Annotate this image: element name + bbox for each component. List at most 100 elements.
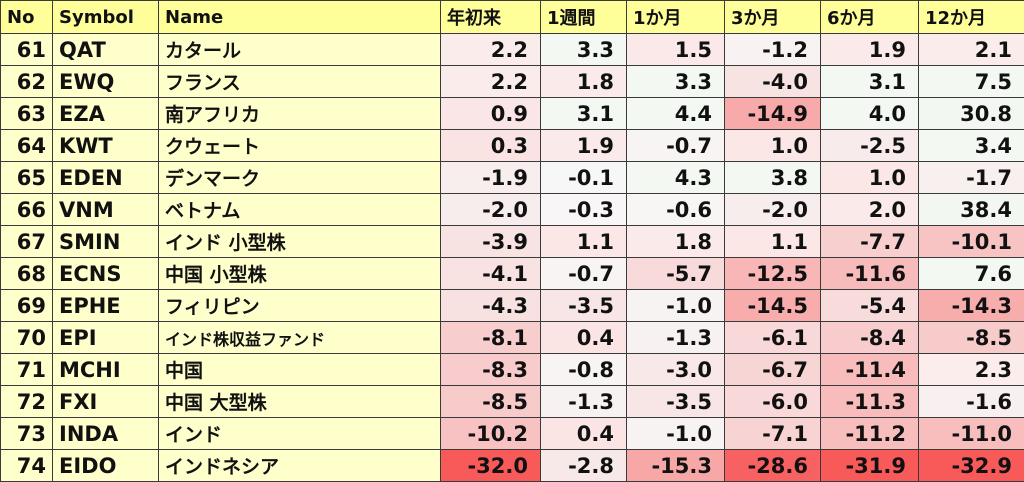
value-cell: -28.6 — [725, 450, 821, 482]
value-cell: -0.3 — [541, 194, 627, 226]
value-cell: -5.4 — [821, 290, 919, 322]
value-cell: -2.5 — [821, 130, 919, 162]
value-cell: 1.9 — [541, 130, 627, 162]
value-cell: 3.3 — [541, 34, 627, 66]
value-cell: -1.6 — [919, 386, 1024, 418]
value-cell: -2.0 — [725, 194, 821, 226]
value-cell: -6.0 — [725, 386, 821, 418]
value-cell: -32.0 — [441, 450, 541, 482]
value-cell: -2.8 — [541, 450, 627, 482]
value-cell: -8.5 — [919, 322, 1024, 354]
column-header: Symbol — [53, 1, 159, 34]
symbol-cell: MCHI — [53, 354, 159, 386]
value-cell: 3.3 — [627, 66, 725, 98]
value-cell: 4.4 — [627, 98, 725, 130]
column-header: 6か月 — [821, 1, 919, 34]
value-cell: 1.0 — [725, 130, 821, 162]
column-header: No — [1, 1, 53, 34]
value-cell: -11.4 — [821, 354, 919, 386]
value-cell: 2.2 — [441, 34, 541, 66]
name-cell: 中国 小型株 — [159, 258, 441, 290]
value-cell: -0.6 — [627, 194, 725, 226]
row-number: 61 — [1, 34, 53, 66]
symbol-cell: VNM — [53, 194, 159, 226]
name-cell: インド — [159, 418, 441, 450]
value-cell: -0.7 — [541, 258, 627, 290]
column-header: 3か月 — [725, 1, 821, 34]
value-cell: 3.4 — [919, 130, 1024, 162]
row-number: 70 — [1, 322, 53, 354]
row-number: 74 — [1, 450, 53, 482]
row-number: 71 — [1, 354, 53, 386]
value-cell: -32.9 — [919, 450, 1024, 482]
value-cell: -6.7 — [725, 354, 821, 386]
value-cell: 1.1 — [541, 226, 627, 258]
symbol-cell: ECNS — [53, 258, 159, 290]
value-cell: -4.3 — [441, 290, 541, 322]
value-cell: -3.5 — [627, 386, 725, 418]
value-cell: 1.9 — [821, 34, 919, 66]
value-cell: -3.5 — [541, 290, 627, 322]
value-cell: -31.9 — [821, 450, 919, 482]
value-cell: -11.3 — [821, 386, 919, 418]
value-cell: 1.0 — [821, 162, 919, 194]
row-number: 66 — [1, 194, 53, 226]
value-cell: 7.6 — [919, 258, 1024, 290]
row-number: 64 — [1, 130, 53, 162]
value-cell: -4.1 — [441, 258, 541, 290]
row-number: 69 — [1, 290, 53, 322]
value-cell: 4.0 — [821, 98, 919, 130]
value-cell: -0.8 — [541, 354, 627, 386]
name-cell: 南アフリカ — [159, 98, 441, 130]
value-cell: -11.2 — [821, 418, 919, 450]
value-cell: 38.4 — [919, 194, 1024, 226]
value-cell: -3.0 — [627, 354, 725, 386]
name-cell: インド 小型株 — [159, 226, 441, 258]
row-number: 63 — [1, 98, 53, 130]
value-cell: -8.5 — [441, 386, 541, 418]
value-cell: -7.7 — [821, 226, 919, 258]
value-cell: -15.3 — [627, 450, 725, 482]
value-cell: -5.7 — [627, 258, 725, 290]
value-cell: 3.8 — [725, 162, 821, 194]
value-cell: 2.0 — [821, 194, 919, 226]
value-cell: -1.0 — [627, 290, 725, 322]
value-cell: -1.9 — [441, 162, 541, 194]
value-cell: -10.1 — [919, 226, 1024, 258]
name-cell: フランス — [159, 66, 441, 98]
value-cell: -2.0 — [441, 194, 541, 226]
value-cell: -1.0 — [627, 418, 725, 450]
symbol-cell: EIDO — [53, 450, 159, 482]
value-cell: 3.1 — [821, 66, 919, 98]
value-cell: 0.3 — [441, 130, 541, 162]
value-cell: 1.5 — [627, 34, 725, 66]
name-cell: クウェート — [159, 130, 441, 162]
value-cell: 2.2 — [441, 66, 541, 98]
row-number: 67 — [1, 226, 53, 258]
symbol-cell: EPI — [53, 322, 159, 354]
value-cell: -3.9 — [441, 226, 541, 258]
symbol-cell: FXI — [53, 386, 159, 418]
value-cell: -0.7 — [627, 130, 725, 162]
symbol-cell: INDA — [53, 418, 159, 450]
row-number: 65 — [1, 162, 53, 194]
name-cell: フィリピン — [159, 290, 441, 322]
value-cell: 2.1 — [919, 34, 1024, 66]
symbol-cell: EDEN — [53, 162, 159, 194]
name-cell: ベトナム — [159, 194, 441, 226]
name-cell: インドネシア — [159, 450, 441, 482]
value-cell: -14.5 — [725, 290, 821, 322]
